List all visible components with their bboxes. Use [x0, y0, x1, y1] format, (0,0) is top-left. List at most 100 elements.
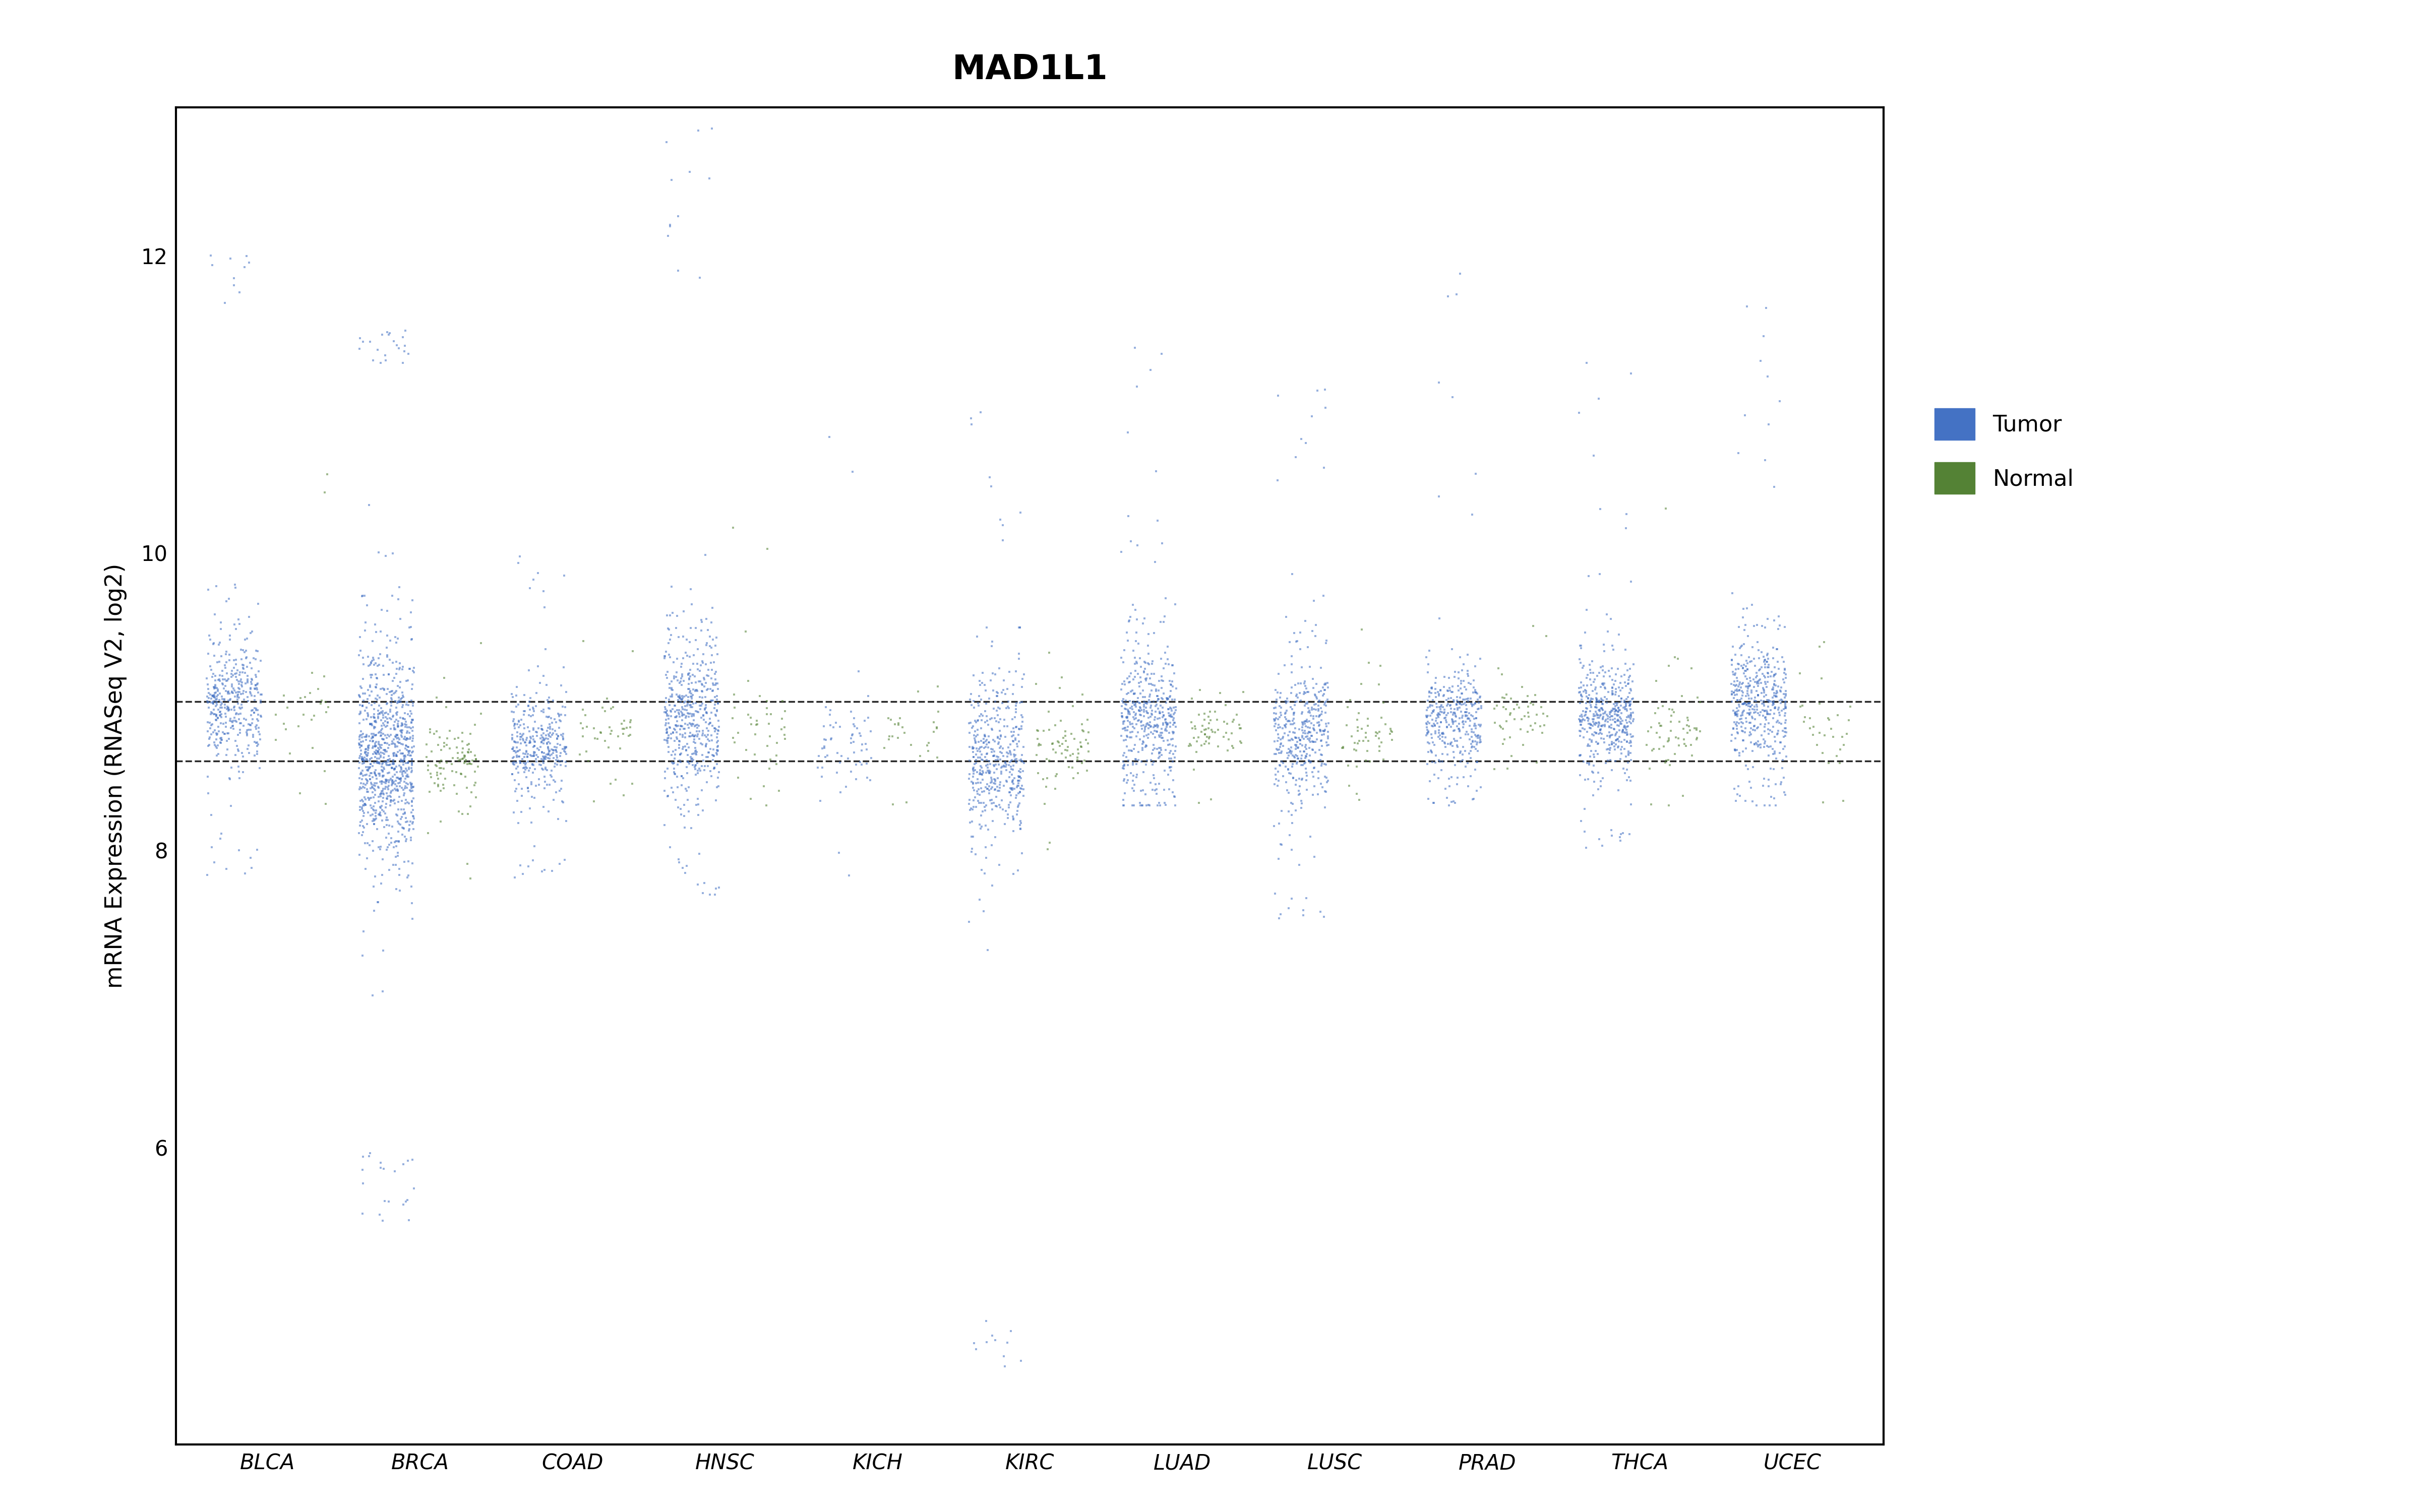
- Point: [344, 747, 382, 771]
- Point: [351, 683, 390, 708]
- Point: [1413, 791, 1452, 815]
- Point: [1280, 620, 1319, 644]
- Point: [1612, 730, 1650, 754]
- Point: [1445, 739, 1483, 764]
- Point: [353, 773, 392, 797]
- Point: [1133, 741, 1171, 765]
- Point: [499, 739, 537, 764]
- Point: [385, 747, 424, 771]
- Point: [448, 748, 486, 773]
- Point: [1133, 699, 1171, 723]
- Point: [658, 720, 697, 744]
- Point: [1174, 686, 1212, 711]
- Point: [416, 754, 455, 779]
- Point: [1106, 692, 1145, 717]
- Point: [852, 745, 891, 770]
- Point: [1212, 733, 1251, 758]
- Point: [1612, 692, 1650, 717]
- Point: [351, 493, 390, 517]
- Point: [1116, 747, 1154, 771]
- Point: [1212, 709, 1251, 733]
- Point: [523, 744, 561, 768]
- Point: [997, 735, 1036, 759]
- Point: [1418, 706, 1457, 730]
- Point: [983, 797, 1021, 821]
- Point: [961, 776, 999, 800]
- Point: [1450, 709, 1488, 733]
- Point: [1433, 703, 1471, 727]
- Point: [1290, 700, 1329, 724]
- Point: [542, 744, 581, 768]
- Point: [663, 708, 702, 732]
- Point: [1767, 656, 1805, 680]
- Point: [661, 667, 699, 691]
- Point: [1735, 670, 1774, 694]
- Point: [1585, 751, 1624, 776]
- Point: [1750, 702, 1788, 726]
- Point: [1142, 531, 1181, 555]
- Point: [651, 705, 690, 729]
- Point: [1406, 646, 1445, 670]
- Point: [344, 751, 382, 776]
- Point: [1307, 765, 1346, 789]
- Point: [697, 683, 736, 708]
- Point: [1561, 647, 1600, 671]
- Point: [1145, 759, 1183, 783]
- Point: [1575, 745, 1614, 770]
- Point: [1372, 717, 1411, 741]
- Point: [1597, 708, 1636, 732]
- Point: [499, 744, 537, 768]
- Point: [1261, 903, 1300, 927]
- Point: [419, 774, 457, 798]
- Point: [356, 620, 394, 644]
- Point: [1754, 655, 1793, 679]
- Point: [1150, 652, 1188, 676]
- Point: [1263, 750, 1302, 774]
- Point: [220, 721, 259, 745]
- Point: [1462, 776, 1500, 800]
- Point: [392, 588, 431, 612]
- Point: [438, 735, 477, 759]
- Point: [1360, 673, 1399, 697]
- Point: [1273, 562, 1312, 587]
- Point: [1365, 747, 1404, 771]
- Point: [663, 764, 702, 788]
- Point: [1716, 702, 1754, 726]
- Point: [963, 742, 1002, 767]
- Point: [1583, 692, 1621, 717]
- Point: [368, 677, 407, 702]
- Point: [1128, 696, 1166, 720]
- Point: [1459, 712, 1498, 736]
- Point: [382, 807, 421, 832]
- Point: [1188, 705, 1227, 729]
- Point: [697, 788, 736, 812]
- Point: [450, 738, 489, 762]
- Point: [1304, 683, 1343, 708]
- Point: [1728, 652, 1767, 676]
- Point: [1104, 794, 1142, 818]
- Point: [344, 759, 382, 783]
- Point: [1266, 689, 1304, 714]
- Point: [1016, 742, 1055, 767]
- Point: [1723, 692, 1762, 717]
- Point: [1302, 700, 1341, 724]
- Point: [1607, 717, 1646, 741]
- Point: [358, 767, 397, 791]
- Point: [385, 724, 424, 748]
- Point: [198, 686, 237, 711]
- Point: [341, 795, 380, 820]
- Point: [1142, 696, 1181, 720]
- Point: [968, 724, 1007, 748]
- Point: [1152, 703, 1191, 727]
- Point: [1609, 739, 1648, 764]
- Point: [215, 652, 254, 676]
- Point: [380, 709, 419, 733]
- Point: [1597, 682, 1636, 706]
- Point: [1256, 706, 1295, 730]
- Point: [978, 785, 1016, 809]
- Point: [699, 729, 738, 753]
- Point: [356, 733, 394, 758]
- Point: [1798, 733, 1837, 758]
- Point: [1053, 767, 1091, 791]
- Point: [198, 706, 237, 730]
